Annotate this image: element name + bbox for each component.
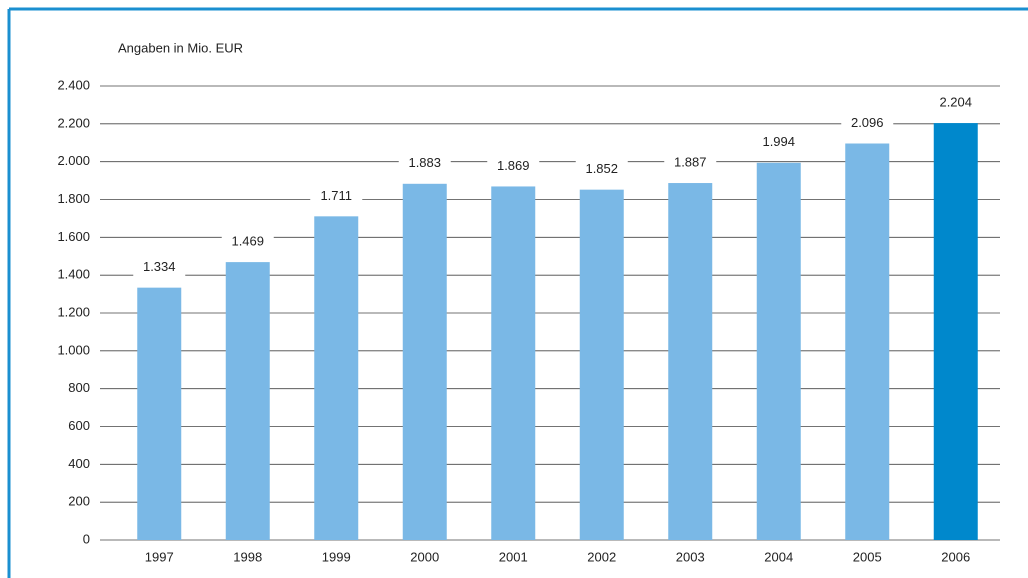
bar — [933, 123, 978, 541]
value-label: 1.994 — [762, 134, 795, 149]
x-tick-label: 1999 — [322, 549, 351, 564]
bar — [845, 143, 890, 541]
value-label: 1.334 — [143, 259, 176, 274]
value-label: 1.711 — [320, 188, 352, 203]
value-label-bg — [487, 157, 540, 176]
value-label-bg — [221, 233, 274, 252]
y-tick-label: 1.400 — [57, 267, 90, 282]
y-tick-label: 1.200 — [57, 304, 90, 319]
x-tick-label: 2000 — [410, 549, 439, 564]
x-tick-label: 2002 — [587, 549, 616, 564]
value-label-bg — [929, 94, 982, 113]
bar — [314, 216, 359, 541]
y-tick-label: 1.600 — [57, 229, 90, 244]
y-tick-label: 1.000 — [57, 342, 90, 357]
value-label-bg — [398, 154, 451, 173]
y-tick-label: 2.200 — [57, 115, 90, 130]
value-label-bg — [664, 154, 717, 173]
value-label: 2.096 — [851, 115, 884, 130]
value-label-bg — [133, 258, 186, 277]
y-tick-label: 400 — [68, 456, 90, 471]
y-tick-label: 600 — [68, 418, 90, 433]
bar — [402, 183, 447, 540]
value-label: 1.469 — [231, 234, 264, 249]
value-label: 1.883 — [408, 155, 441, 170]
value-label-bg — [310, 187, 363, 206]
value-label: 2.204 — [939, 95, 972, 110]
x-tick-label: 2006 — [941, 549, 970, 564]
x-tick-label: 2001 — [499, 549, 528, 564]
value-label-bg — [841, 114, 894, 133]
unit-label: Angaben in Mio. EUR — [118, 40, 243, 55]
y-tick-label: 200 — [68, 494, 90, 509]
value-label-bg — [575, 160, 628, 179]
y-tick-label: 0 — [83, 531, 90, 546]
value-label: 1.852 — [585, 161, 618, 176]
y-tick-label: 800 — [68, 380, 90, 395]
x-tick-label: 1998 — [233, 549, 262, 564]
bar — [137, 287, 182, 540]
x-tick-label: 2005 — [853, 549, 882, 564]
bar — [225, 262, 270, 540]
y-tick-label: 2.400 — [57, 77, 90, 92]
value-label: 1.869 — [497, 158, 530, 173]
bar — [491, 186, 536, 540]
x-tick-label: 2004 — [764, 549, 793, 564]
x-tick-label: 2003 — [676, 549, 705, 564]
x-tick-label: 1997 — [145, 549, 174, 564]
y-tick-label: 1.800 — [57, 191, 90, 206]
y-tick-label: 2.000 — [57, 153, 90, 168]
bar — [668, 183, 713, 541]
value-label-bg — [752, 133, 805, 152]
bar — [579, 189, 624, 540]
bar — [756, 162, 801, 540]
value-label: 1.887 — [674, 154, 707, 169]
